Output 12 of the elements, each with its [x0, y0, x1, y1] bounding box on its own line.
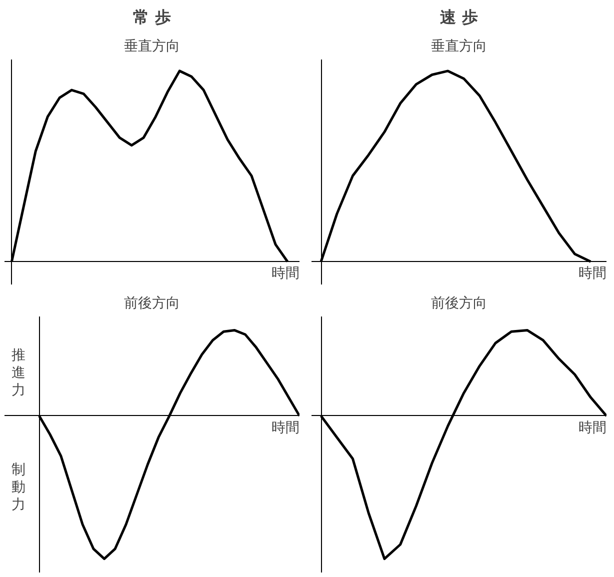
x-axis-title: 時間 — [272, 266, 300, 282]
text: 制動力 — [12, 462, 26, 513]
x-axis-title: 時間 — [578, 266, 606, 282]
chart-title: 速 歩 — [440, 8, 478, 26]
chart-subtitle: 垂直方向 — [124, 38, 180, 54]
x-axis-title: 時間 — [272, 420, 300, 436]
chart-subtitle: 垂直方向 — [431, 38, 487, 54]
text: 推進力 — [12, 347, 26, 399]
x-axis-title: 時間 — [578, 420, 606, 436]
chart-title: 常 歩 — [133, 8, 171, 26]
chart-title: 前後方向 — [431, 296, 487, 312]
chart-title: 前後方向 — [124, 296, 180, 312]
